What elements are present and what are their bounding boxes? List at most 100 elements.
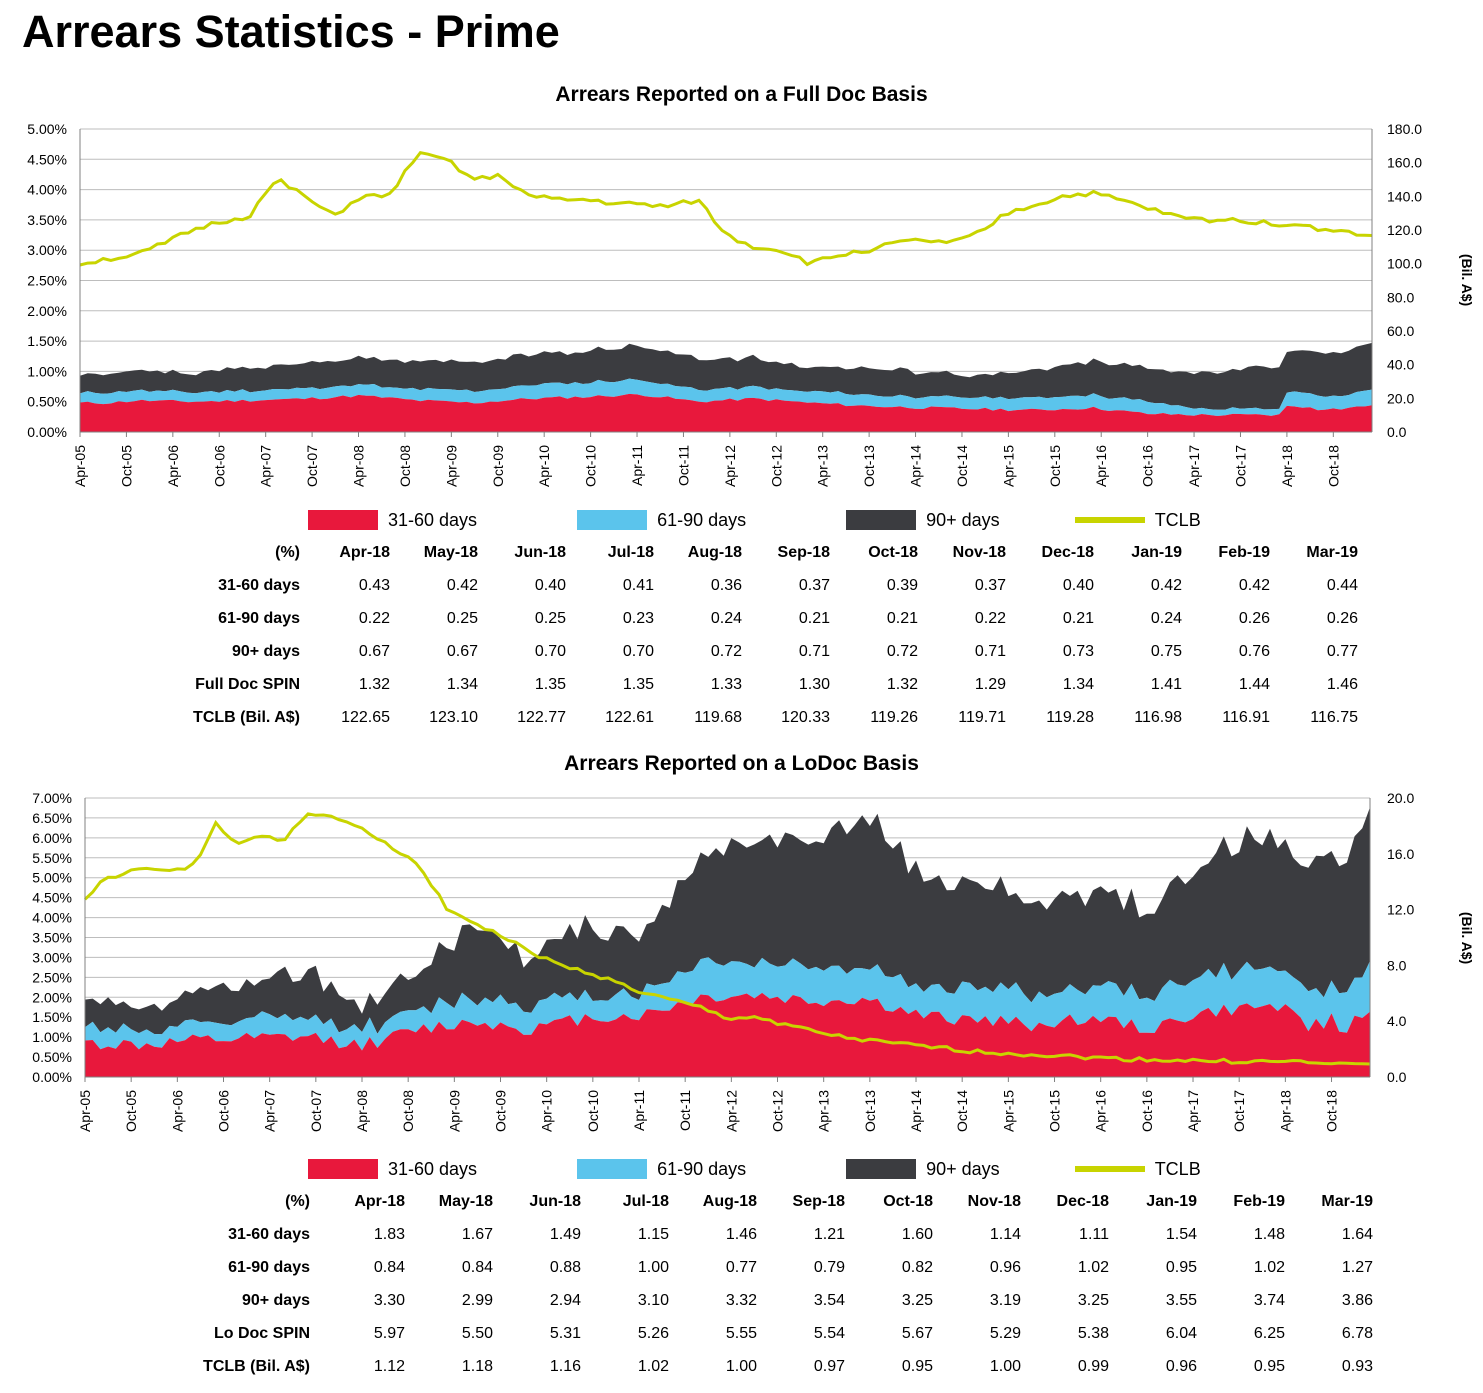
series-61-90-area — [85, 957, 1370, 1051]
table-cell: 0.96 — [989, 1258, 1021, 1276]
y-right-tick-label: 100.0 — [1387, 256, 1422, 272]
table-cell: 0.97 — [813, 1357, 845, 1375]
legend-item-90plus: 90+ days — [846, 510, 1075, 531]
x-tick-label: Oct-08 — [400, 1090, 416, 1132]
table-cell: 0.37 — [798, 576, 830, 594]
full-doc-arrears-chart: 5.00% 4.50% 4.00% 3.50% 3.00% 2.50% 2.00% 1.50%… — [27, 121, 1475, 487]
table-header-cell: (%) — [275, 543, 300, 561]
table-cell: 119.26 — [870, 708, 918, 726]
y-left-tick-label: 5.00% — [32, 870, 72, 886]
x-tick-label: Apr-13 — [816, 1090, 832, 1132]
table-cell: 1.35 — [622, 675, 654, 693]
table-cell: 1.49 — [549, 1225, 581, 1243]
y-right-tick-label: 16.0 — [1387, 846, 1414, 862]
table-cell: 1.27 — [1341, 1258, 1373, 1276]
x-tick-label: Oct-09 — [490, 445, 506, 487]
table-cell: 0.71 — [798, 642, 830, 660]
table-cell: 0.67 — [446, 642, 478, 660]
table-cell: 1.02 — [637, 1357, 669, 1375]
table-cell: 3.25 — [901, 1291, 933, 1309]
y-left-tick-label: 1.00% — [27, 363, 67, 379]
x-tick-label: Apr-08 — [351, 445, 367, 487]
y-right-tick-label: 80.0 — [1387, 289, 1414, 305]
table-row-label: 90+ days — [231, 642, 300, 660]
y-left-tick-label: 6.00% — [32, 830, 72, 846]
table-cell: 1.15 — [637, 1225, 669, 1243]
table-cell: 5.31 — [549, 1324, 581, 1342]
full-doc-legend: 31-60 days 61-90 days 90+ days TCLB — [308, 507, 1201, 533]
legend-item-90plus: 90+ days — [846, 1159, 1075, 1180]
x-tick-label: Apr-12 — [723, 1090, 739, 1132]
x-tick-label: Oct-09 — [493, 1090, 509, 1132]
table-cell: 0.26 — [1238, 609, 1270, 627]
table-cell: 0.95 — [1165, 1258, 1197, 1276]
table-cell: 1.02 — [1077, 1258, 1109, 1276]
table-cell: 6.78 — [1341, 1324, 1373, 1342]
y-right-tick-label: 40.0 — [1387, 357, 1414, 373]
table-cell: 5.29 — [989, 1324, 1021, 1342]
table-cell: 1.32 — [358, 675, 390, 693]
table-cell: 2.99 — [461, 1291, 493, 1309]
y-left-tick-label: 7.00% — [32, 790, 72, 806]
x-tick-label: Apr-17 — [1185, 1090, 1201, 1132]
table-cell: 1.18 — [461, 1357, 493, 1375]
x-tick-label: Apr-12 — [722, 445, 738, 487]
table-cell: 1.41 — [1150, 675, 1182, 693]
table-cell: 119.68 — [694, 708, 742, 726]
y-left-tick-label: 0.00% — [27, 424, 67, 440]
y-right-tick-label: 12.0 — [1387, 902, 1414, 918]
x-tick-label: Oct-05 — [118, 445, 134, 487]
x-tick-label: Oct-10 — [583, 445, 599, 487]
lodoc-chart-title: Arrears Reported on a LoDoc Basis — [564, 752, 919, 775]
table-cell: 1.02 — [1253, 1258, 1285, 1276]
table-cell: 0.43 — [358, 576, 390, 594]
table-header-cell: Feb-19 — [1233, 1192, 1285, 1210]
full-doc-data-table: (%) Apr-18 May-18 Jun-18 Jul-18 Aug-18 Sep-18 O… — [190, 536, 1358, 734]
table-cell: 0.39 — [886, 576, 918, 594]
x-tick-label: Oct-16 — [1139, 1090, 1155, 1132]
table-row: 61-90 days 0.84 0.84 0.88 1.00 0.77 0.79 0.82 0.… — [200, 1251, 1373, 1284]
series-90plus-area — [85, 807, 1370, 1035]
y-right-tick-label: 20.0 — [1387, 790, 1414, 806]
table-cell: 3.30 — [373, 1291, 405, 1309]
table-row-label: Full Doc SPIN — [195, 675, 300, 693]
x-tick-label: Oct-15 — [1047, 445, 1063, 487]
y-right-tick-label: 60.0 — [1387, 323, 1414, 339]
y-left-tick-label: 4.00% — [32, 910, 72, 926]
lodoc-legend: 31-60 days 61-90 days 90+ days TCLB — [308, 1156, 1201, 1182]
table-cell: 0.96 — [1165, 1357, 1197, 1375]
table-cell: 0.76 — [1238, 642, 1270, 660]
table-cell: 0.21 — [886, 609, 918, 627]
table-cell: 5.50 — [461, 1324, 493, 1342]
table-cell: 1.67 — [461, 1225, 493, 1243]
table-cell: 6.04 — [1165, 1324, 1197, 1342]
table-row: 61-90 days 0.22 0.25 0.25 0.23 0.24 0.21 0.21 0.… — [190, 602, 1358, 635]
x-tick-label: Apr-11 — [629, 445, 645, 486]
table-header-cell: (%) — [285, 1192, 310, 1210]
legend-line-tclb — [1074, 1166, 1145, 1172]
table-header-cell: Mar-19 — [1321, 1192, 1373, 1210]
x-tick-label: Apr-06 — [165, 445, 181, 487]
x-tick-label: Oct-18 — [1325, 445, 1341, 487]
table-cell: 1.00 — [989, 1357, 1021, 1375]
series-tclb-line — [83, 812, 1371, 1066]
y-left-tick-label: 2.50% — [27, 273, 67, 289]
table-cell: 1.00 — [637, 1258, 669, 1276]
table-header-cell: Sep-18 — [777, 543, 830, 561]
legend-label-90plus: 90+ days — [926, 1158, 1000, 1179]
table-cell: 0.42 — [1238, 576, 1270, 594]
x-tick-label: Apr-11 — [631, 1090, 647, 1131]
table-cell: 1.14 — [989, 1225, 1021, 1243]
table-row: Full Doc SPIN 1.32 1.34 1.35 1.35 1.33 1.30 1.3… — [190, 668, 1358, 701]
y-right-tick-label: 4.0 — [1387, 1013, 1407, 1029]
x-tick-label: Apr-13 — [815, 445, 831, 487]
y-left-tick-label: 0.50% — [27, 394, 67, 410]
y-left-tick-label: 2.00% — [27, 303, 67, 319]
table-cell: 3.55 — [1165, 1291, 1197, 1309]
table-header-cell: Apr-18 — [339, 543, 390, 561]
y-left-tick-label: 3.00% — [27, 242, 67, 258]
legend-swatch-31-60 — [308, 510, 378, 530]
x-tick-label: Apr-10 — [539, 1090, 555, 1132]
table-cell: 3.54 — [813, 1291, 845, 1309]
legend-line-tclb — [1074, 517, 1145, 523]
